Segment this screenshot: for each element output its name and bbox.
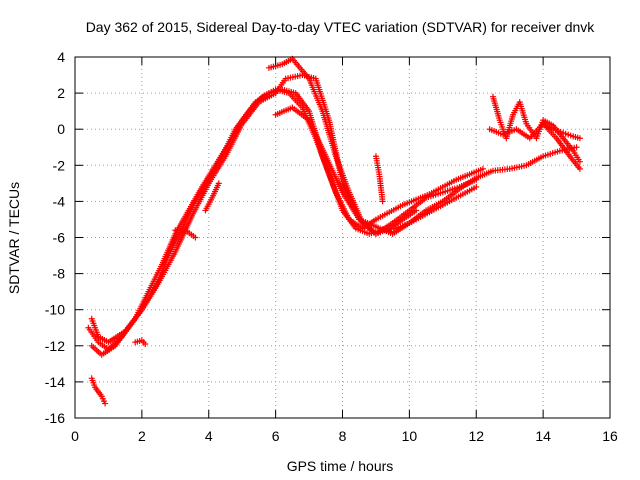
x-tick-label: 0 — [71, 428, 79, 444]
data-point — [576, 158, 583, 165]
y-tick-label: -4 — [53, 193, 66, 209]
data-point — [192, 234, 199, 241]
data-point — [473, 176, 480, 183]
y-tick-label: -8 — [53, 266, 66, 282]
x-tick-label: 2 — [138, 428, 146, 444]
data-point — [215, 180, 222, 187]
data-point — [479, 165, 486, 172]
y-tick-label: 0 — [57, 121, 65, 137]
y-tick-label: 4 — [57, 49, 65, 65]
y-tick-label: -12 — [45, 338, 65, 354]
data-point — [102, 400, 109, 407]
series-arc-13 — [540, 120, 583, 142]
x-tick-label: 4 — [205, 428, 213, 444]
data-point — [142, 340, 149, 347]
data-point — [413, 207, 420, 214]
series-arc-6 — [88, 375, 109, 407]
series-arc-7 — [132, 337, 149, 347]
x-tick-label: 16 — [602, 428, 618, 444]
data-point — [379, 198, 386, 205]
x-tick-label: 8 — [339, 428, 347, 444]
data-points — [85, 55, 583, 407]
x-tick-label: 12 — [468, 428, 484, 444]
chart-title: Day 362 of 2015, Sidereal Day-to-day VTE… — [86, 19, 596, 35]
y-tick-label: -16 — [45, 410, 65, 426]
y-tick-label: -2 — [53, 157, 66, 173]
y-tick-label: -10 — [45, 302, 65, 318]
x-tick-label: 14 — [535, 428, 551, 444]
x-tick-label: 10 — [402, 428, 418, 444]
series-arc-9 — [202, 180, 222, 214]
data-point — [576, 135, 583, 142]
y-tick-label: -14 — [45, 374, 65, 390]
series-arc-8 — [172, 227, 199, 241]
series-arc-10 — [372, 153, 386, 205]
x-tick-label: 6 — [272, 428, 280, 444]
y-tick-label: -6 — [53, 230, 66, 246]
x-axis-label: GPS time / hours — [287, 458, 394, 474]
data-point — [473, 183, 480, 190]
y-axis-label: SDTVAR / TECUs — [6, 182, 22, 294]
axis-ticks: 0 2 4 6 8 10 12 14 16 -16 -14 -12 -10 -8 -6 -4 -2 0 2 4 — [45, 49, 618, 444]
y-tick-label: 2 — [57, 85, 65, 101]
data-point — [576, 165, 583, 172]
data-point — [573, 144, 580, 151]
